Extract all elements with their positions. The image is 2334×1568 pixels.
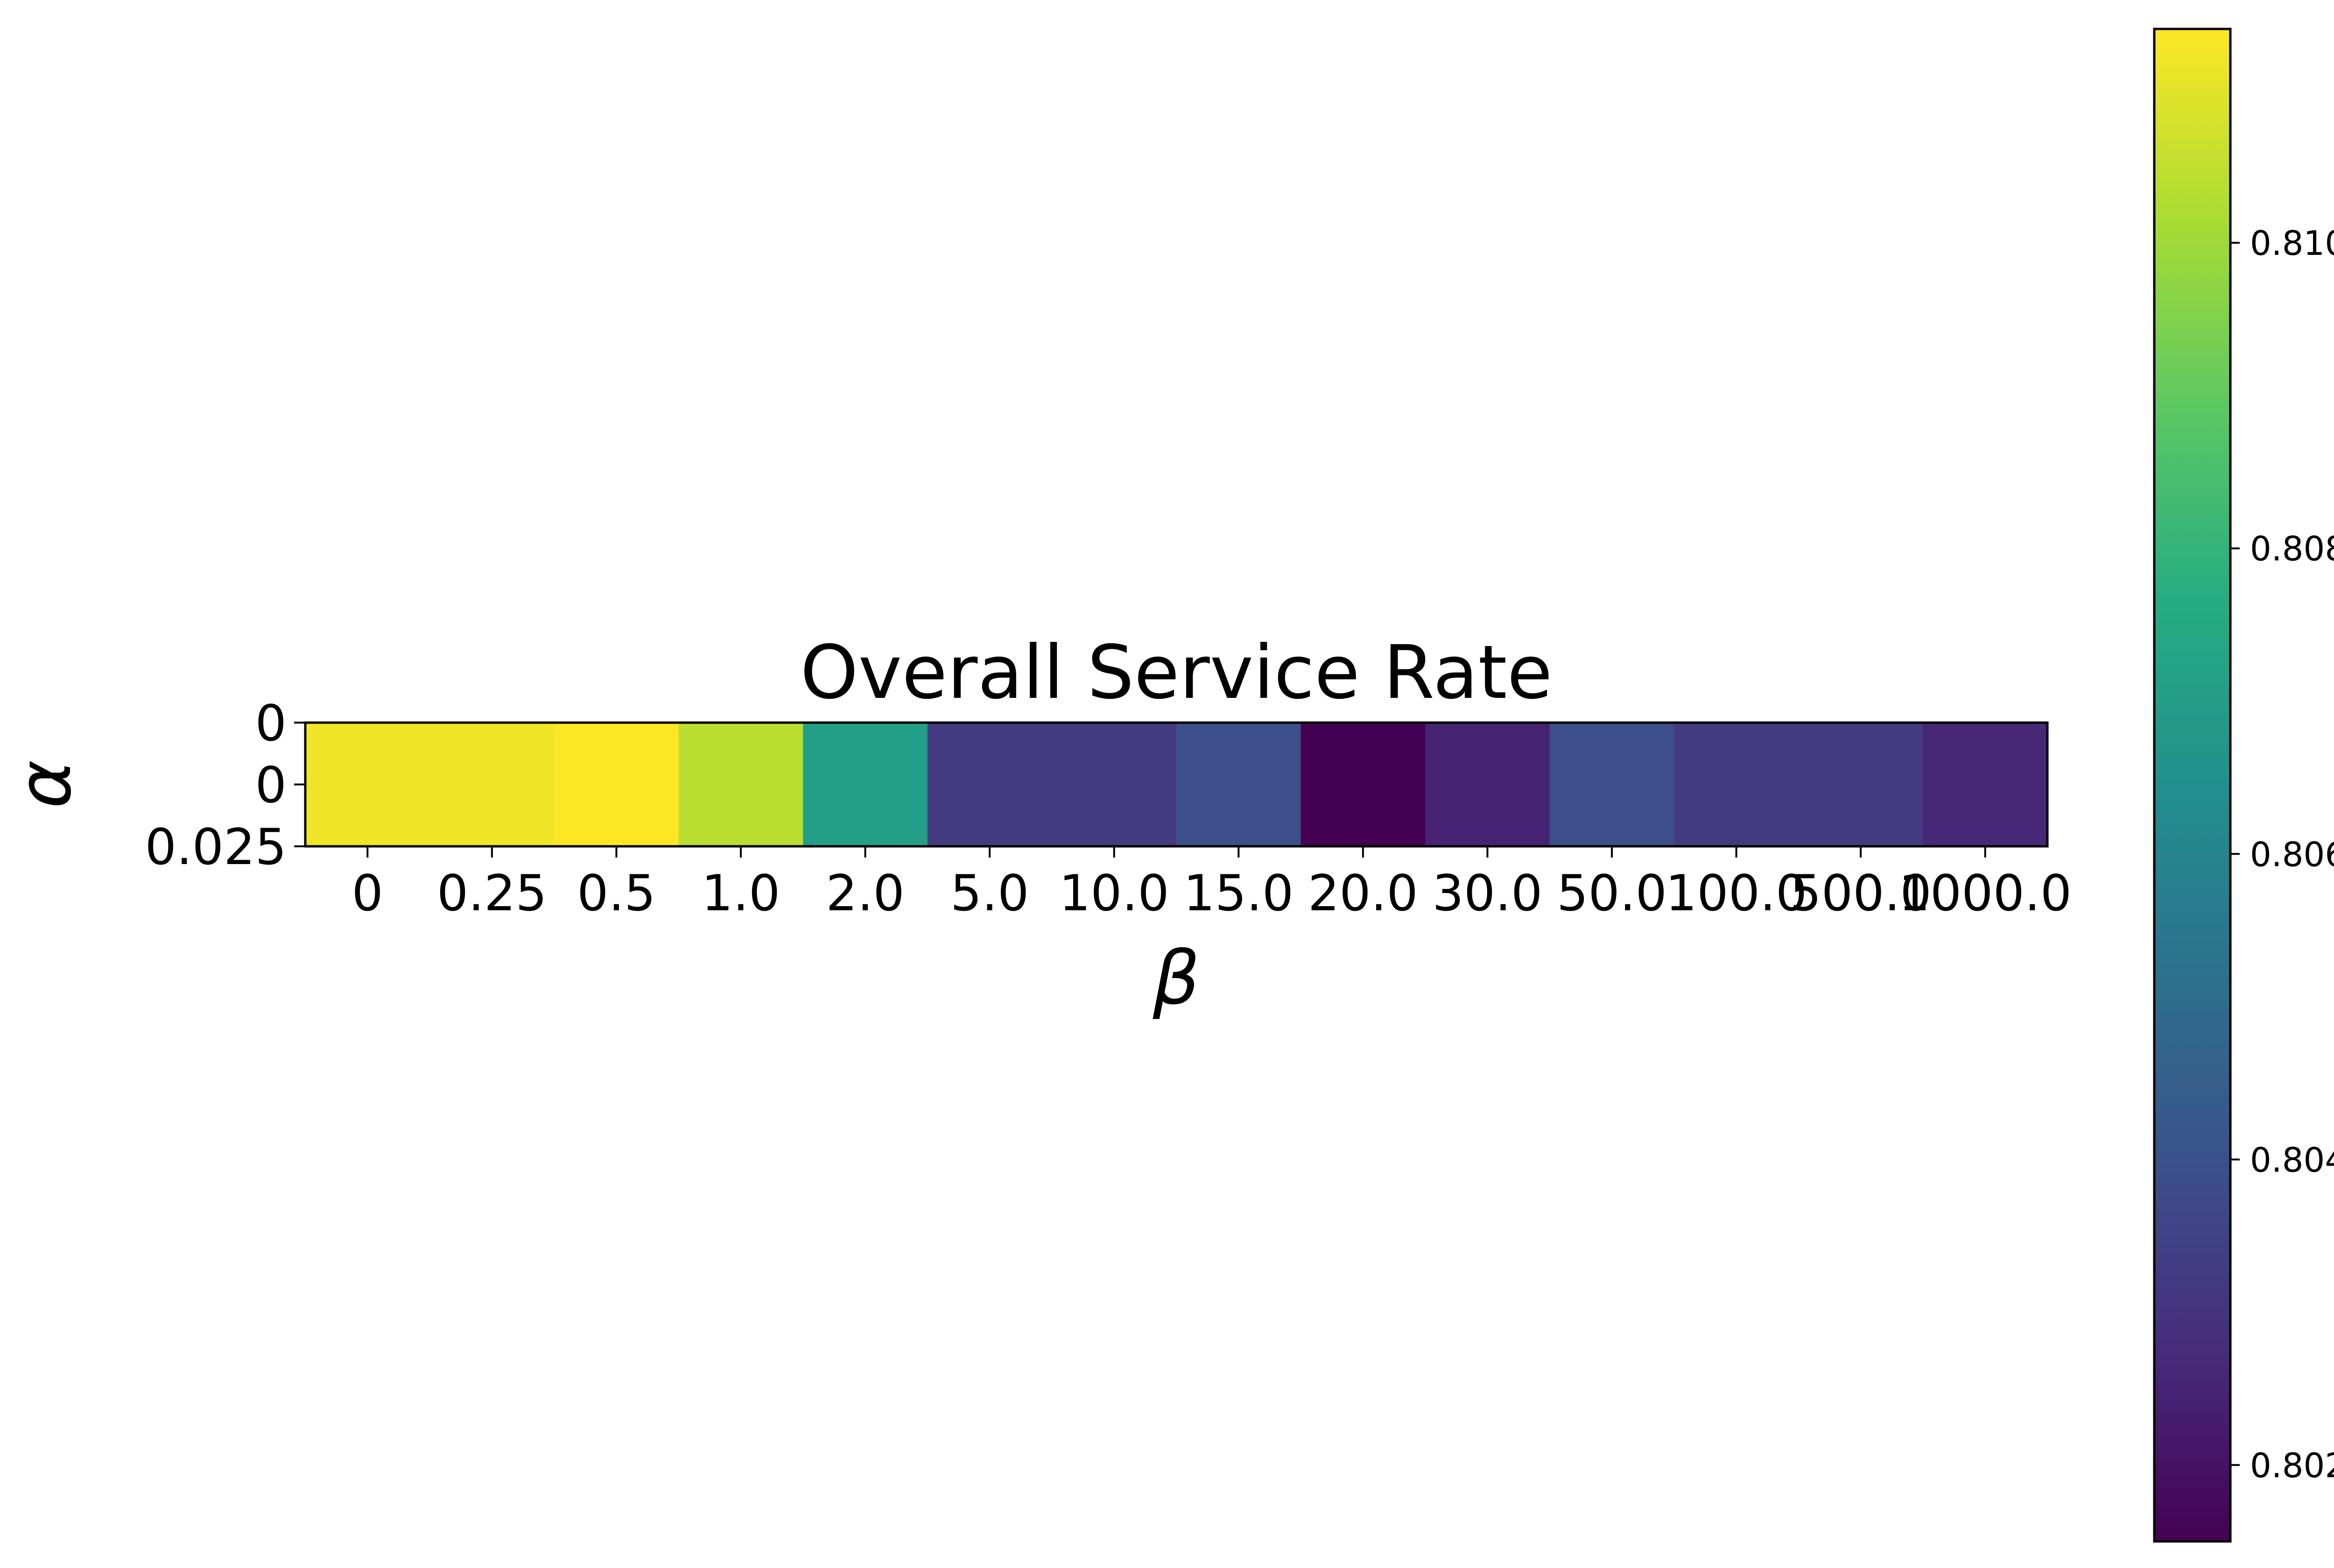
x-axis-label: β <box>1153 935 1200 1021</box>
x-tick-label: 100.0 <box>1666 865 1807 922</box>
x-tick-label: 0.5 <box>577 865 656 922</box>
heatmap-cell <box>1674 723 1799 846</box>
heatmap-cell <box>1301 723 1426 846</box>
x-tick-label: 1000.0 <box>1898 865 2072 922</box>
y-tick-label: 0 <box>255 757 287 814</box>
y-axis-ticks: 000.025 <box>145 695 305 876</box>
heatmap-cell <box>1052 723 1177 846</box>
heatmap-cell <box>678 723 804 846</box>
heatmap-cell <box>1798 723 1924 846</box>
y-tick-label: 0 <box>255 695 287 752</box>
x-tick-label: 0 <box>352 865 383 922</box>
colorbar-tick-label: 0.804 <box>2250 1140 2334 1180</box>
heatmap-cell <box>1176 723 1301 846</box>
x-tick-label: 0.25 <box>437 865 547 922</box>
x-tick-label: 10.0 <box>1059 865 1169 922</box>
colorbar <box>2153 28 2232 1543</box>
heatmap-cell <box>1923 723 2048 846</box>
x-tick-label: 20.0 <box>1308 865 1418 922</box>
x-tick-label: 5.0 <box>950 865 1029 922</box>
x-tick-label: 1.0 <box>702 865 780 922</box>
colorbar-tick-label: 0.802 <box>2250 1446 2334 1485</box>
colorbar-tick-label: 0.806 <box>2250 835 2334 874</box>
x-tick-label: 2.0 <box>826 865 905 922</box>
y-axis-label: α <box>2 760 88 809</box>
heatmap-cell <box>1549 723 1675 846</box>
heatmap-cell <box>803 723 928 846</box>
heatmap-cell <box>554 723 679 846</box>
colorbar-tick-label: 0.808 <box>2250 529 2334 569</box>
chart-title: Overall Service Rate <box>800 630 1552 716</box>
heatmap-cell <box>1425 723 1550 846</box>
x-tick-label: 15.0 <box>1183 865 1294 922</box>
heatmap-cell <box>429 723 555 846</box>
x-axis-ticks: 0 0.25 0.5 1.0 2.0 5.0 10.0 15.0 20.0 30.0 50.0100… <box>352 846 2072 922</box>
colorbar-tick-label: 0.810 <box>2250 224 2334 263</box>
x-tick-label: 30.0 <box>1432 865 1542 922</box>
heatmap-cell <box>927 723 1053 846</box>
heatmap-cell <box>305 723 430 846</box>
x-tick-label: 500.0 <box>1790 865 1931 922</box>
x-tick-label: 50.0 <box>1557 865 1667 922</box>
y-tick-label: 0.025 <box>145 818 287 876</box>
colorbar-ticks: 0.802 0.804 0.806 0.808 0.810 <box>2230 224 2334 1485</box>
heatmap-cells <box>305 723 2048 846</box>
